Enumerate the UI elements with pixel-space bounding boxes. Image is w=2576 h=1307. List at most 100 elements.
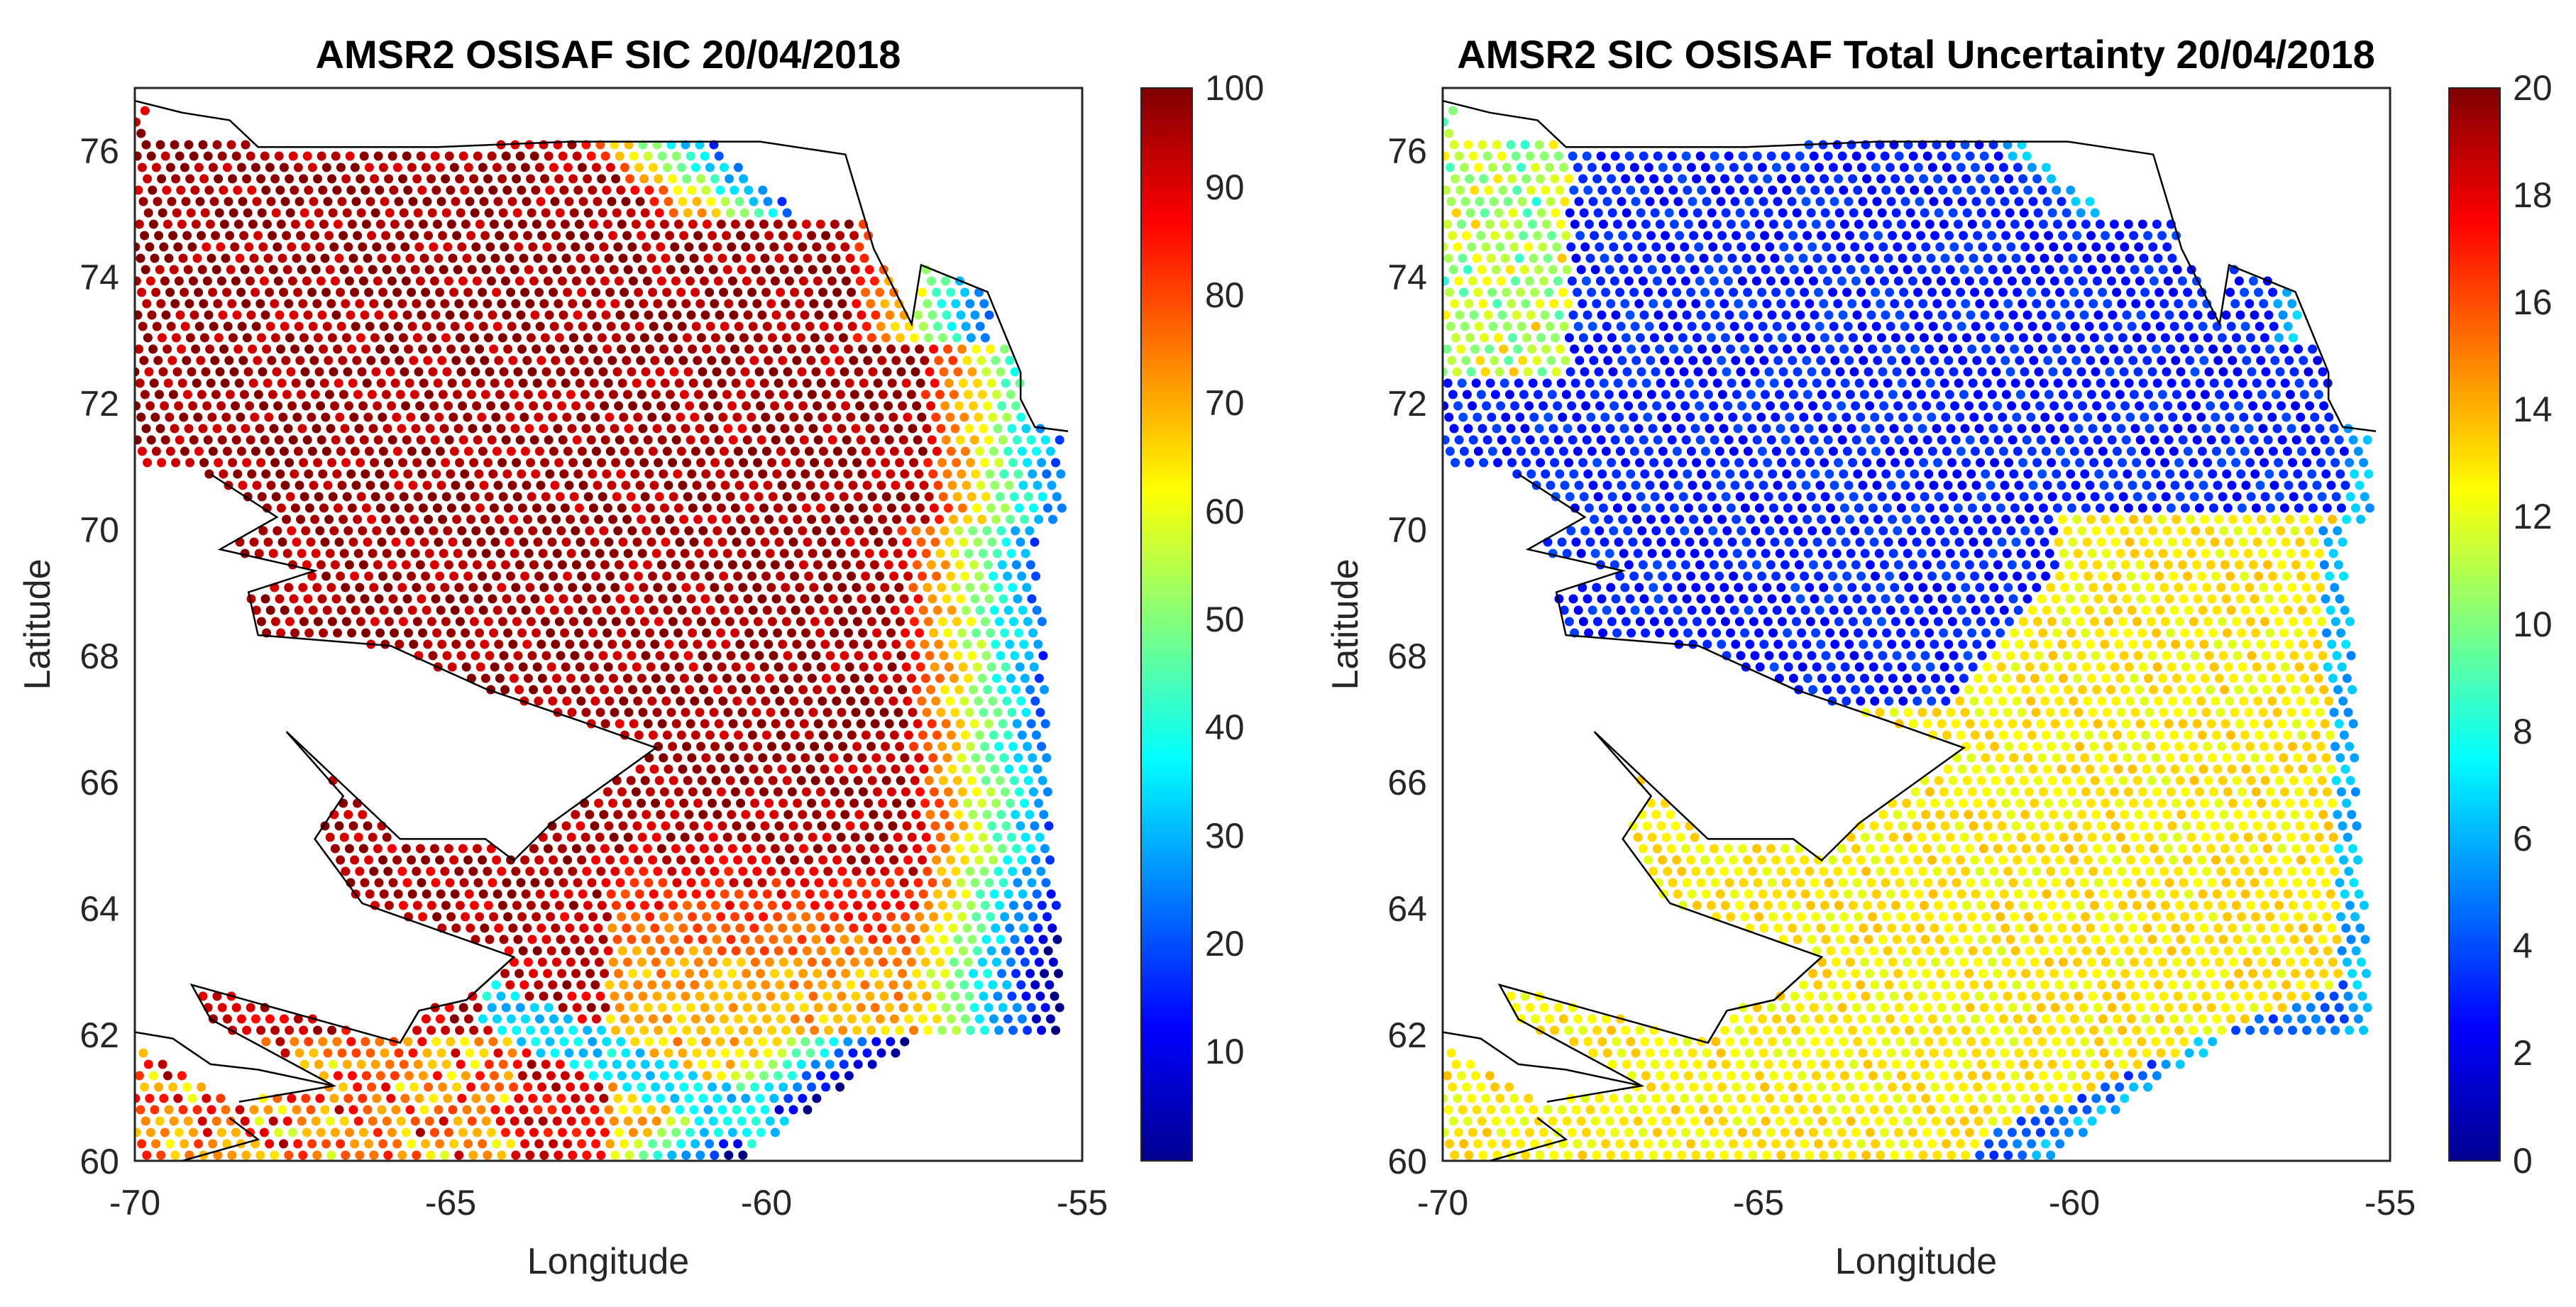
data-point [1510, 401, 1520, 411]
data-point [189, 151, 199, 161]
data-point [614, 1127, 624, 1137]
data-point [665, 1082, 675, 1092]
data-point [1641, 344, 1651, 354]
data-point [622, 355, 632, 365]
data-point [492, 446, 502, 456]
data-point [390, 1071, 400, 1081]
data-point [940, 401, 950, 411]
data-point [327, 1025, 337, 1035]
data-point [199, 174, 209, 184]
data-point [641, 934, 651, 944]
data-point [200, 208, 210, 218]
data-point [549, 1139, 558, 1149]
data-point [736, 231, 746, 241]
data-point [766, 707, 776, 717]
data-point [454, 866, 464, 876]
data-point [1809, 151, 1819, 161]
colorbar-tick-label: 60 [1205, 492, 1245, 531]
data-point [624, 424, 634, 434]
data-point [836, 548, 846, 558]
data-point [1534, 424, 1544, 434]
data-point [554, 299, 563, 309]
data-point [865, 991, 875, 1001]
data-point [820, 764, 830, 774]
data-point [991, 514, 1001, 524]
data-point [738, 866, 748, 876]
data-point [1009, 492, 1019, 502]
data-point [1658, 162, 1668, 172]
data-point [990, 480, 1000, 490]
data-point [705, 162, 715, 172]
data-point [380, 355, 390, 365]
data-point [365, 197, 375, 206]
data-point [949, 673, 959, 683]
data-point [622, 957, 632, 967]
data-point [932, 321, 942, 331]
data-point [937, 741, 947, 751]
data-point [1479, 333, 1489, 343]
data-point [666, 832, 676, 842]
data-point [869, 560, 879, 570]
data-point [778, 231, 788, 241]
data-point [820, 1048, 830, 1058]
data-point [997, 560, 1007, 570]
data-point [426, 866, 436, 876]
data-point [191, 344, 201, 354]
data-point [587, 878, 597, 888]
data-point [246, 1003, 255, 1013]
data-point [615, 878, 625, 888]
data-point [768, 1059, 778, 1069]
data-point [1621, 333, 1631, 343]
data-point [138, 197, 148, 206]
data-point [856, 1003, 866, 1013]
data-point [1611, 310, 1621, 320]
data-point [226, 424, 236, 434]
data-point [549, 605, 559, 615]
data-point [1696, 310, 1706, 320]
data-point [271, 208, 281, 218]
data-point [1697, 185, 1707, 195]
data-point [1785, 162, 1795, 172]
data-point [412, 333, 422, 343]
data-point [285, 174, 295, 184]
data-point [695, 424, 705, 434]
data-point [1636, 208, 1646, 218]
data-point [890, 605, 900, 615]
data-point [830, 946, 840, 956]
data-point [1539, 435, 1549, 445]
data-point [184, 424, 194, 434]
data-point [944, 946, 954, 956]
data-point [946, 571, 956, 581]
data-point [552, 832, 562, 842]
data-point [692, 197, 702, 206]
data-point [361, 344, 371, 354]
data-point [664, 1048, 673, 1058]
data-point [1553, 401, 1563, 411]
data-point [557, 844, 567, 854]
data-point [803, 821, 813, 831]
data-point [1820, 174, 1829, 184]
data-point [602, 503, 612, 513]
data-point [963, 673, 973, 683]
data-point [1471, 378, 1481, 388]
data-point [764, 514, 774, 524]
data-point [554, 900, 564, 910]
data-point [1054, 969, 1064, 978]
data-point [341, 1150, 351, 1160]
data-point [971, 628, 981, 638]
data-point [341, 458, 351, 468]
data-point [265, 1139, 275, 1149]
data-point [889, 1014, 899, 1024]
data-point [435, 446, 445, 456]
data-point [276, 628, 286, 638]
data-point [671, 276, 681, 286]
data-point [351, 605, 360, 615]
data-point [168, 1082, 178, 1092]
data-point [980, 741, 990, 751]
data-point [451, 480, 461, 490]
data-point [704, 696, 714, 706]
data-point [977, 957, 987, 967]
data-point [730, 219, 740, 229]
data-point [733, 571, 743, 581]
data-point [690, 446, 700, 456]
